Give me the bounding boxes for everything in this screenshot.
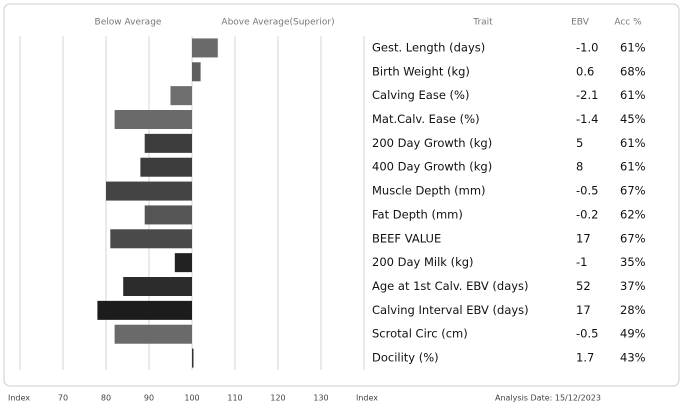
trait-header: Trait	[472, 18, 493, 28]
bar	[97, 300, 192, 320]
ebv: -1	[576, 255, 587, 269]
acc: 45%	[620, 112, 646, 126]
x-label: Index	[356, 394, 378, 403]
acc: 49%	[620, 327, 646, 341]
acc: 35%	[620, 255, 646, 269]
ebv: 1.7	[576, 351, 594, 365]
trait: Scrotal Circ (cm)	[372, 327, 468, 341]
ebv: 17	[576, 303, 591, 317]
ebv: -0.5	[576, 184, 598, 198]
acc: 61%	[620, 88, 646, 102]
acc: 37%	[620, 279, 646, 293]
acc: 67%	[620, 231, 646, 245]
acc: 61%	[620, 40, 646, 54]
ebv: 8	[576, 160, 583, 174]
ebv: -1.0	[576, 40, 598, 54]
trait: Calving Interval EBV (days)	[372, 303, 529, 317]
bar	[114, 110, 192, 129]
x-tick-label: 70	[58, 394, 68, 403]
above-label: Above Average(Superior)	[221, 18, 334, 28]
trait: 200 Day Growth (kg)	[372, 136, 492, 150]
trait: Age at 1st Calv. EBV (days)	[372, 279, 529, 293]
trait: 200 Day Milk (kg)	[372, 255, 474, 269]
footer: Analysis Date: 15/12/2023	[495, 394, 601, 403]
bar	[106, 181, 192, 201]
bar	[192, 38, 218, 58]
ebv: -0.5	[576, 327, 598, 341]
ebv: -2.1	[576, 88, 598, 102]
below-label: Below Average	[95, 18, 162, 28]
bar	[170, 86, 192, 106]
trait: Calving Ease (%)	[372, 88, 469, 102]
x-tick-label: 100	[184, 394, 199, 403]
ebv: 52	[576, 279, 591, 293]
trait: Muscle Depth (mm)	[372, 184, 486, 198]
bar	[140, 157, 192, 177]
x-tick-label: 130	[313, 394, 328, 403]
x-label: Index	[8, 394, 30, 403]
bar	[192, 62, 201, 82]
bar	[144, 205, 192, 225]
bar	[192, 348, 194, 368]
ebv-header: EBV	[571, 18, 590, 28]
ebv: -0.2	[576, 207, 598, 221]
acc: 62%	[620, 207, 646, 221]
bar	[144, 133, 192, 153]
trait: Gest. Length (days)	[372, 40, 485, 54]
bar	[114, 324, 192, 344]
acc: 67%	[620, 184, 646, 198]
trait: BEEF VALUE	[372, 231, 441, 245]
ebv: -1.4	[576, 112, 598, 126]
acc: 43%	[620, 351, 646, 365]
trait: Fat Depth (mm)	[372, 207, 463, 221]
acc: 61%	[620, 136, 646, 150]
acc: 28%	[620, 303, 646, 317]
bar	[123, 277, 192, 296]
x-tick-label: 80	[101, 394, 111, 403]
x-tick-label: 110	[227, 394, 242, 403]
bar	[110, 229, 192, 249]
ebv: 0.6	[576, 64, 594, 78]
bar	[174, 253, 192, 273]
x-tick-label: 120	[270, 394, 285, 403]
trait: 400 Day Growth (kg)	[372, 160, 492, 174]
trait: Birth Weight (kg)	[372, 64, 470, 78]
trait: Mat.Calv. Ease (%)	[372, 112, 480, 126]
ebv: 17	[576, 231, 591, 245]
frame	[3, 3, 680, 387]
acc-header: Acc %	[614, 18, 642, 28]
trait: Docility (%)	[372, 351, 439, 365]
x-tick-label: 90	[144, 394, 154, 403]
acc: 61%	[620, 160, 646, 174]
acc: 68%	[620, 64, 646, 78]
ebv: 5	[576, 136, 583, 150]
